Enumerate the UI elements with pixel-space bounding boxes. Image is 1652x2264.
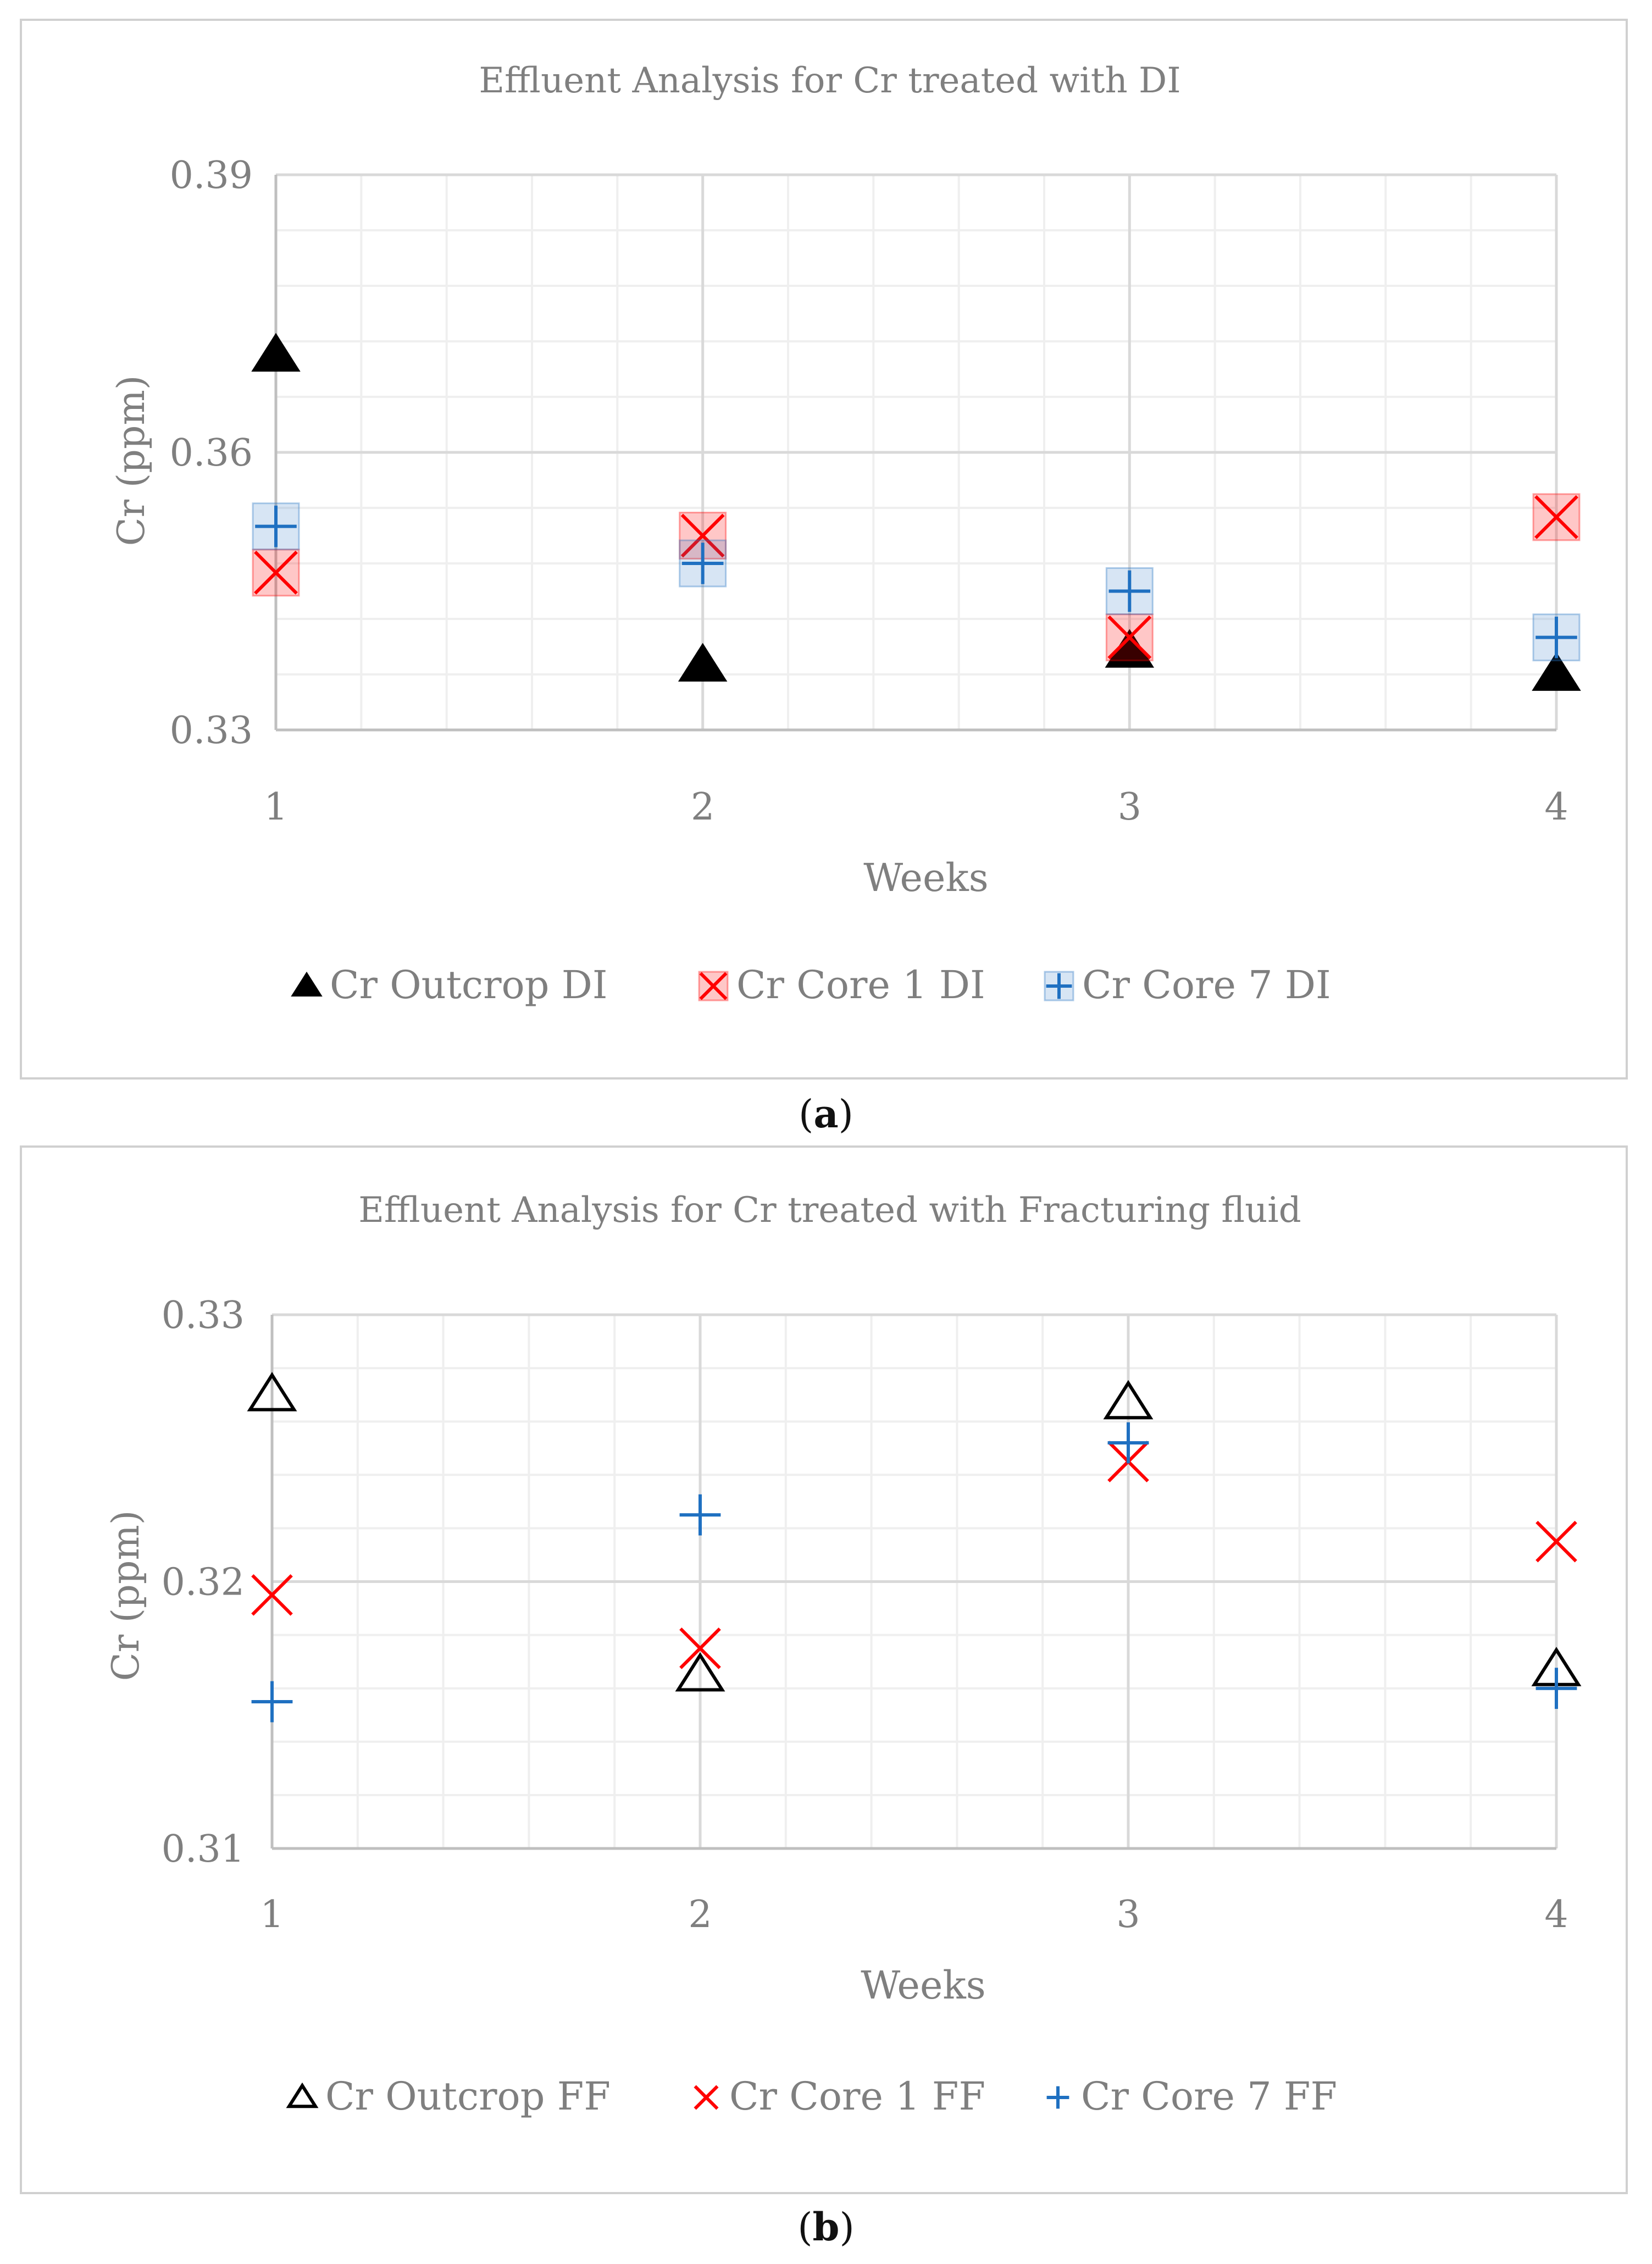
y-tick-label: 0.33 <box>170 709 253 752</box>
legend-marker <box>694 2085 719 2110</box>
y-tick-label: 0.31 <box>162 1828 245 1871</box>
data-point-filled-triangle <box>251 333 301 372</box>
chart-panel-a: Effluent Analysis for Cr treated with DI… <box>20 19 1628 1080</box>
legend-item: Cr Outcrop DI <box>291 962 608 1008</box>
x-axis-label: Weeks <box>863 855 988 900</box>
x-tick-label: 3 <box>1118 785 1141 829</box>
legend-item: Cr Outcrop FF <box>286 2074 611 2119</box>
chart-title: Effluent Analysis for Cr treated with Fr… <box>358 1190 1301 1231</box>
legend-label: Cr Outcrop DI <box>330 962 608 1008</box>
data-point-plus <box>252 502 300 551</box>
data-point-plus <box>679 539 727 588</box>
data-point-star-x <box>252 549 300 597</box>
legend-label: Cr Core 7 DI <box>1082 962 1331 1008</box>
data-point-star-x <box>1105 613 1154 662</box>
data-point-plus <box>1105 567 1154 615</box>
legend-label: Cr Core 1 DI <box>736 962 985 1008</box>
data-point-star-x <box>1535 1520 1577 1563</box>
caption-label: a <box>813 1091 839 1137</box>
tick-labels: 0.33 0.36 0.39 1 2 3 4 <box>170 154 1568 829</box>
x-tick-label: 3 <box>1116 1893 1140 1936</box>
chart-a-svg: Effluent Analysis for Cr treated with DI… <box>110 60 1581 1008</box>
data-point-filled-triangle <box>678 643 728 682</box>
data-point-plus <box>1532 613 1581 662</box>
grid <box>274 173 1558 732</box>
data-point-star-x <box>251 1574 293 1616</box>
legend-marker <box>1044 971 1074 1001</box>
chart-title: Effluent Analysis for Cr treated with DI <box>479 60 1180 101</box>
y-axis-label: Cr (ppm) <box>104 1510 148 1681</box>
legend-item: Cr Core 1 FF <box>694 2074 985 2119</box>
legend-label: Cr Core 1 FF <box>729 2074 985 2119</box>
chart-panel-b: Effluent Analysis for Cr treated with Fr… <box>20 1145 1628 2194</box>
data-point-plus <box>1107 1422 1149 1464</box>
legend: Cr Outcrop DI Cr Core 1 DI Cr Core 7 DI <box>291 962 1331 1008</box>
legend-label: Cr Outcrop FF <box>325 2074 611 2119</box>
data-point-plus <box>251 1681 293 1723</box>
x-tick-label: 1 <box>264 785 287 829</box>
figure-caption-a: (a) <box>799 1091 853 1137</box>
legend-label: Cr Core 7 FF <box>1081 2074 1337 2119</box>
y-tick-label: 0.32 <box>162 1561 245 1604</box>
x-tick-label: 4 <box>1544 1893 1568 1936</box>
y-tick-label: 0.39 <box>170 154 253 197</box>
grid <box>270 1313 1558 1850</box>
x-tick-label: 2 <box>691 785 714 829</box>
legend-item: Cr Core 7 FF <box>1046 2074 1337 2119</box>
x-tick-label: 2 <box>688 1893 712 1936</box>
legend-item: Cr Core 1 DI <box>698 962 985 1008</box>
data-point-filled-triangle <box>1532 652 1581 691</box>
y-axis-label: Cr (ppm) <box>110 375 153 546</box>
data-point-star-x <box>679 1628 721 1669</box>
y-tick-label: 0.36 <box>170 431 253 475</box>
data-point-star-x <box>1532 493 1581 541</box>
data-point-open-triangle <box>1103 1380 1154 1420</box>
chart-b-svg: Effluent Analysis for Cr treated with Fr… <box>104 1190 1582 2119</box>
y-tick-label: 0.33 <box>162 1294 245 1337</box>
legend-marker <box>1046 2086 1069 2109</box>
data-point-open-triangle <box>247 1372 297 1411</box>
data-marks <box>247 1372 1582 1723</box>
legend-marker <box>291 971 323 997</box>
data-point-plus <box>679 1494 721 1536</box>
legend: Cr Outcrop FF Cr Core 1 FF Cr Core 7 FF <box>286 2074 1337 2119</box>
tick-labels: 0.31 0.32 0.33 1 2 3 4 <box>162 1294 1568 1936</box>
data-marks <box>251 333 1581 691</box>
caption-label: b <box>812 2204 840 2250</box>
x-tick-label: 4 <box>1544 785 1568 829</box>
figure-caption-b: (b) <box>797 2204 855 2250</box>
legend-item: Cr Core 7 DI <box>1044 962 1331 1008</box>
data-point-plus <box>1535 1668 1577 1709</box>
legend-marker <box>698 971 729 1001</box>
x-tick-label: 1 <box>260 1893 284 1936</box>
data-point-open-triangle <box>675 1652 725 1692</box>
x-axis-label: Weeks <box>861 1963 985 2008</box>
legend-marker <box>286 2082 319 2108</box>
